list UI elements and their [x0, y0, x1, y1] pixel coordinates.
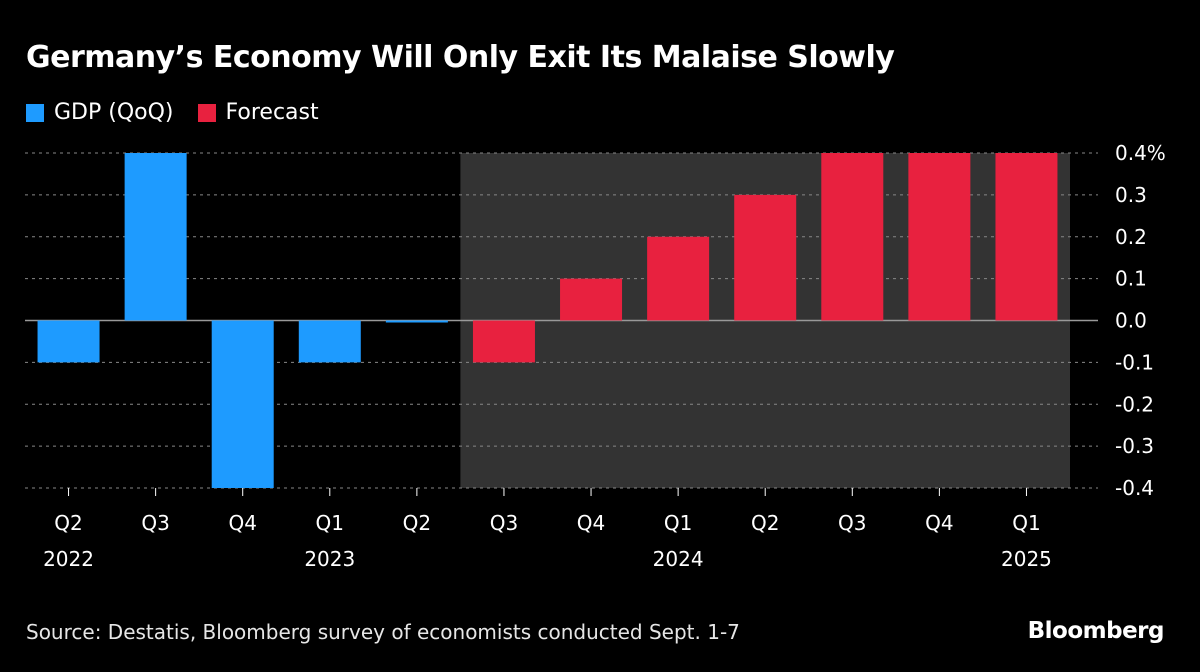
- bar-forecast: [560, 278, 623, 321]
- y-tick-label: -0.2: [1115, 392, 1154, 416]
- bar-gdp: [37, 320, 100, 363]
- bar-forecast: [647, 236, 710, 321]
- x-year-label: 2023: [304, 547, 355, 571]
- source-note: Source: Destatis, Bloomberg survey of ec…: [26, 620, 740, 644]
- legend-swatch-forecast: [197, 103, 216, 122]
- bar-forecast: [472, 320, 535, 363]
- y-tick-label: 0.1: [1115, 267, 1147, 291]
- bar-forecast: [908, 153, 971, 321]
- y-tick-label: -0.4: [1115, 476, 1154, 500]
- bloomberg-logo: Bloomberg: [1027, 618, 1165, 644]
- y-tick-label: 0.2: [1115, 225, 1147, 249]
- bar-gdp: [124, 153, 187, 321]
- bar-forecast: [734, 194, 797, 321]
- y-tick-label: 0.0: [1115, 309, 1147, 333]
- x-tick-label: Q3: [838, 511, 866, 535]
- legend-label-gdp: GDP (QoQ): [54, 100, 174, 125]
- legend-item-gdp: GDP (QoQ): [26, 100, 174, 125]
- x-tick-label: Q4: [228, 511, 256, 535]
- x-tick-label: Q4: [577, 511, 605, 535]
- legend-label-forecast: Forecast: [225, 100, 319, 125]
- bar-gdp: [298, 320, 361, 363]
- x-tick-label: Q4: [925, 511, 953, 535]
- y-tick-label: 0.4%: [1115, 141, 1166, 165]
- x-year-label: 2024: [653, 547, 704, 571]
- legend-item-forecast: Forecast: [197, 100, 319, 125]
- x-year-label: 2022: [43, 547, 94, 571]
- x-tick-label: Q1: [664, 511, 692, 535]
- bar-forecast: [821, 153, 884, 321]
- x-tick-label: Q1: [316, 511, 344, 535]
- x-tick-label: Q3: [141, 511, 169, 535]
- legend-swatch-gdp: [26, 103, 44, 122]
- y-tick-label: 0.3: [1115, 183, 1147, 207]
- bar-gdp: [211, 320, 274, 488]
- x-tick-label: Q2: [54, 511, 82, 535]
- x-tick-label: Q3: [490, 511, 518, 535]
- x-tick-label: Q2: [403, 511, 431, 535]
- bar-forecast: [995, 153, 1058, 321]
- bar-gdp: [385, 320, 448, 323]
- chart-title: Germany’s Economy Will Only Exit Its Mal…: [26, 40, 895, 75]
- x-tick-label: Q1: [1012, 511, 1040, 535]
- x-tick-label: Q2: [751, 511, 779, 535]
- y-tick-label: -0.3: [1115, 434, 1154, 458]
- x-year-label: 2025: [1001, 547, 1052, 571]
- legend: GDP (QoQ) Forecast: [26, 100, 333, 125]
- y-tick-label: -0.1: [1115, 350, 1154, 374]
